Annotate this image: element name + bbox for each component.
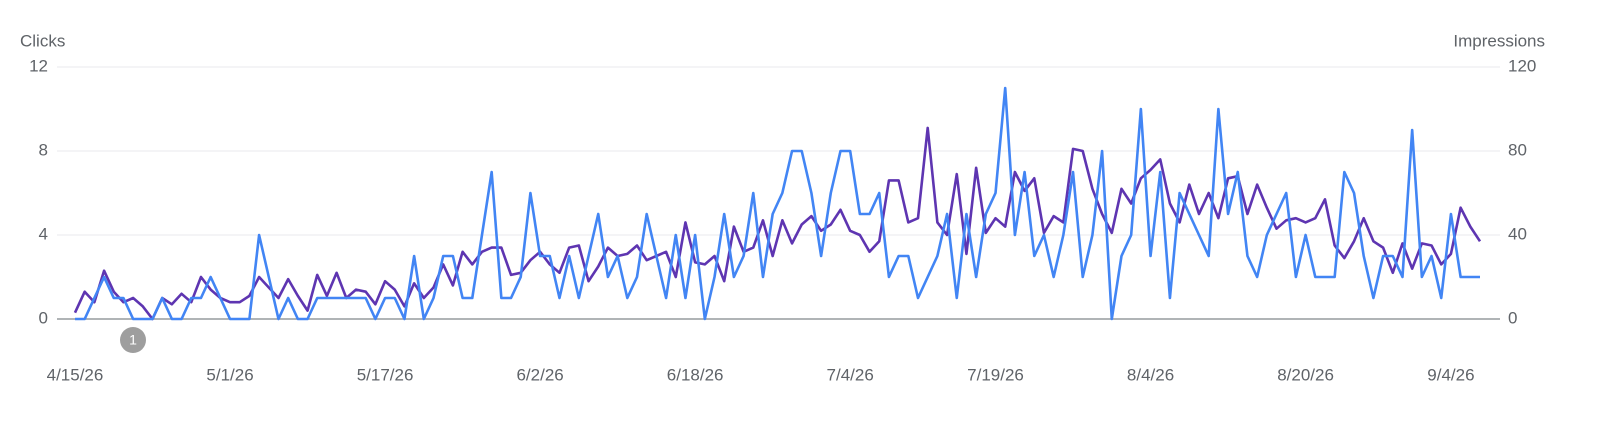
x-tick-label: 5/17/26 <box>357 365 414 384</box>
line-series <box>75 86 1480 321</box>
annotation-label: 1 <box>129 332 137 348</box>
x-tick-label: 4/15/26 <box>47 365 104 384</box>
x-tick-label: 7/19/26 <box>967 365 1024 384</box>
x-tick-label: 5/1/26 <box>206 365 253 384</box>
x-tick-label: 6/18/26 <box>667 365 724 384</box>
x-tick-label: 8/20/26 <box>1277 365 1334 384</box>
y-tick-label: 4 <box>39 224 48 243</box>
x-tick-label: 7/4/26 <box>827 365 874 384</box>
y-tick-label: 0 <box>39 308 48 327</box>
x-tick-label: 8/4/26 <box>1127 365 1174 384</box>
y-tick-label: 12 <box>29 56 48 75</box>
y2-tick-label: 40 <box>1508 224 1527 243</box>
y-axis-title: Clicks <box>20 31 65 50</box>
y2-axis-title: Impressions <box>1453 31 1545 50</box>
y2-tick-label: 80 <box>1508 140 1527 159</box>
x-tick-label: 6/2/26 <box>516 365 563 384</box>
y2-tick-label: 120 <box>1508 56 1536 75</box>
x-tick-label: 9/4/26 <box>1427 365 1474 384</box>
y2-tick-label: 0 <box>1508 308 1517 327</box>
annotation-marker <box>120 327 146 353</box>
y-tick-label: 8 <box>39 140 48 159</box>
line-series <box>73 126 1482 321</box>
